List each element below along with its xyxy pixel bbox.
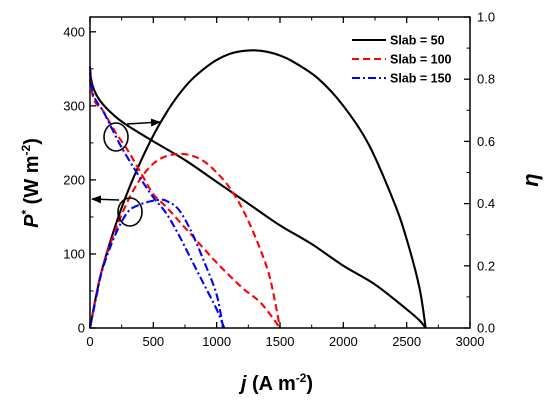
x-tick-label: 500 <box>142 334 164 349</box>
right-y-tick-label: 0.2 <box>477 258 495 273</box>
series-lines <box>88 49 427 329</box>
right-y-tick-label: 0.4 <box>477 196 495 211</box>
x-tick-label: 1000 <box>202 334 231 349</box>
arrow-to-right-axis <box>126 118 161 127</box>
efficiency-marker-ellipse <box>103 122 129 152</box>
left-y-tick-label: 300 <box>63 98 85 113</box>
legend-label: Slab = 150 <box>390 72 452 86</box>
power-line-series-1 <box>88 49 427 329</box>
left-y-tick-label: 200 <box>63 172 85 187</box>
x-tick-label: 2500 <box>392 334 421 349</box>
efficiency-line-series-3 <box>88 66 226 329</box>
annotations <box>91 118 161 227</box>
x-axis-title: j (A m-2) <box>238 371 313 395</box>
x-tick-label: 3000 <box>456 334 485 349</box>
x-tick-label: 1500 <box>266 334 295 349</box>
left-y-axis-title: P* (W m-2) <box>19 138 43 228</box>
legend: Slab = 50 Slab = 100 Slab = 150 <box>346 28 458 90</box>
right-y-tick-label: 0.6 <box>477 134 495 149</box>
right-y-tick-label: 0.0 <box>477 321 495 336</box>
left-y-tick-label: 100 <box>63 246 85 261</box>
power-marker-ellipse <box>117 197 143 227</box>
left-y-tick-label: 400 <box>63 24 85 39</box>
arrow-to-left-axis <box>91 195 120 204</box>
legend-label: Slab = 50 <box>390 34 445 48</box>
legend-label: Slab = 100 <box>390 53 452 67</box>
ticks: 0 500 1000 1500 2000 2500 3000 0 100 200 300 400 0.0… <box>63 10 495 350</box>
right-y-axis-title: η <box>518 173 543 186</box>
right-y-tick-label: 0.8 <box>477 72 495 87</box>
x-tick-label: 0 <box>86 334 93 349</box>
right-y-tick-label: 1.0 <box>477 10 495 25</box>
efficiency-line-series-2 <box>88 79 281 329</box>
left-y-tick-label: 0 <box>78 321 85 336</box>
x-tick-label: 2000 <box>329 334 358 349</box>
power-line-series-2 <box>88 152 282 329</box>
efficiency-line-series-1 <box>88 72 427 329</box>
